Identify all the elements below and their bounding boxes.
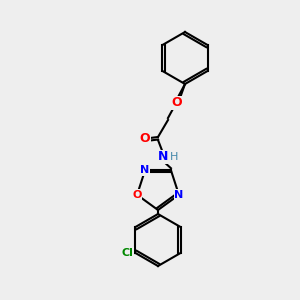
Text: H: H xyxy=(170,152,178,162)
Text: N: N xyxy=(158,151,168,164)
Text: O: O xyxy=(132,190,142,200)
Text: Cl: Cl xyxy=(122,248,134,258)
Text: O: O xyxy=(140,131,150,145)
Text: O: O xyxy=(172,97,182,110)
Text: N: N xyxy=(174,190,184,200)
Text: N: N xyxy=(140,165,150,175)
